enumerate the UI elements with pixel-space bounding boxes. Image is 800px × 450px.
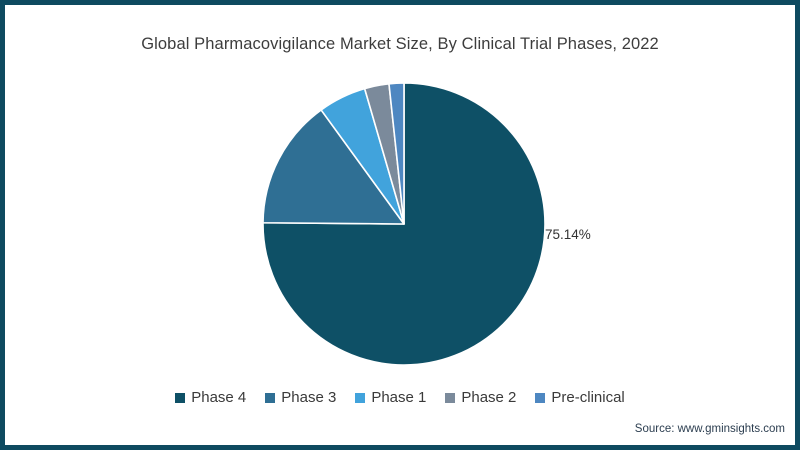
source-attribution: Source: www.gminsights.com [634, 423, 785, 435]
legend-item-phase-1: Phase 1 [355, 389, 426, 406]
legend-swatch-phase-4 [175, 392, 186, 403]
pie-slice-phase-3 [262, 109, 405, 225]
legend-swatch-pre-clinical [535, 392, 546, 403]
legend-label-phase-3: Phase 3 [281, 389, 337, 406]
pie-chart [262, 82, 546, 366]
legend-swatch-phase-3 [265, 392, 276, 403]
chart-title: Global Pharmacovigilance Market Size, By… [141, 35, 659, 53]
legend-item-phase-2: Phase 2 [445, 389, 516, 406]
legend-item-pre-clinical: Pre-clinical [535, 389, 625, 406]
legend-swatch-phase-2 [445, 392, 456, 403]
legend-label-phase-1: Phase 1 [371, 389, 427, 406]
legend-label-phase-4: Phase 4 [191, 389, 247, 406]
legend-item-phase-3: Phase 3 [265, 389, 336, 406]
data-label-phase-4: 75.14% [545, 227, 591, 242]
legend-label-pre-clinical: Pre-clinical [551, 389, 625, 406]
legend-label-phase-2: Phase 2 [461, 389, 517, 406]
pie-slice-pre-clinical [388, 82, 405, 225]
legend-item-phase-4: Phase 4 [175, 389, 246, 406]
legend: Phase 4 Phase 3 Phase 1 Phase 2 Pre-clinical [5, 389, 795, 406]
pie-slice-phase-4 [262, 82, 546, 366]
legend-swatch-phase-1 [355, 392, 366, 403]
